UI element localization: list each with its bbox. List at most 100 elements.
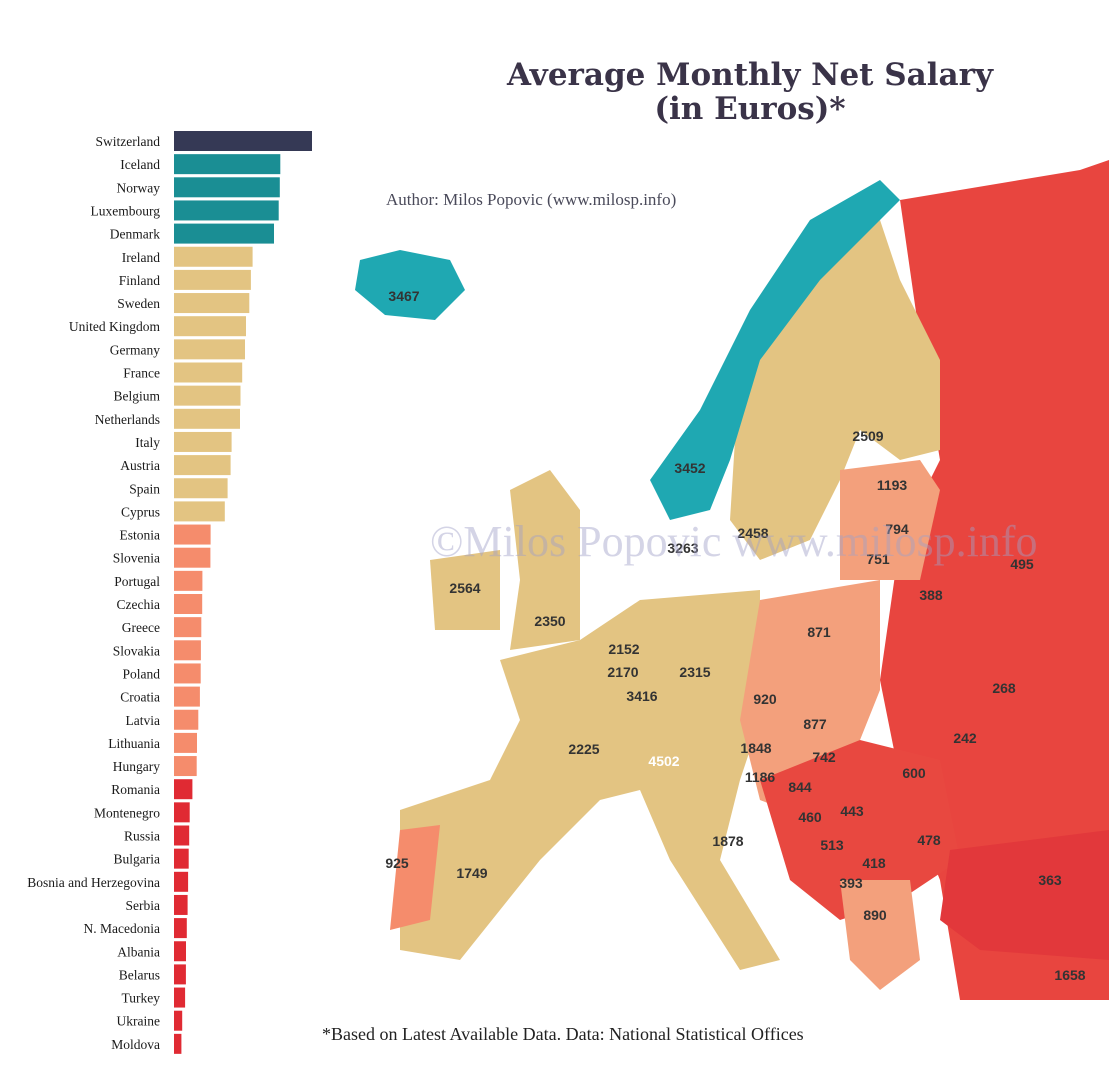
map-label-hungary: 742 [812, 749, 836, 765]
bar-sweden [174, 293, 250, 314]
bar-label: Austria [120, 458, 160, 473]
map-label-austria: 1848 [740, 740, 771, 756]
bar-label: Spain [129, 481, 160, 496]
bar-united-kingdom [174, 316, 246, 337]
bar-luxembourg [174, 200, 279, 221]
map-label-russia: 495 [1010, 556, 1034, 572]
bar-moldova [174, 1033, 182, 1054]
bar-label: Belarus [119, 967, 160, 982]
map-label-sweden: 2458 [737, 525, 768, 541]
map-label-belarus: 388 [919, 587, 943, 603]
bar-belgium [174, 385, 241, 406]
map-label-finland: 2509 [852, 428, 883, 444]
map-label-bulgaria: 478 [917, 832, 941, 848]
bar-ukraine [174, 1010, 183, 1031]
bar-label: Poland [122, 666, 160, 681]
bar-turkey [174, 987, 186, 1008]
map-label-romania: 600 [902, 765, 926, 781]
bar-spain [174, 478, 228, 499]
region-norway [650, 180, 900, 520]
map-label-greece: 890 [863, 907, 887, 923]
bar-portugal [174, 570, 203, 591]
bar-denmark [174, 223, 274, 244]
bar-label: Portugal [114, 574, 160, 589]
bar-label: Belgium [114, 389, 161, 404]
bar-label: Estonia [120, 528, 161, 543]
bar-chart: Switzerland Iceland Norway Luxembourg Denmar… [27, 131, 312, 1054]
region-uk [510, 470, 580, 650]
map-label-denmark: 3263 [667, 540, 698, 556]
map-label-ireland: 2564 [449, 580, 480, 596]
map-label-estonia: 1193 [877, 477, 908, 493]
bar-france [174, 362, 243, 383]
bar-germany [174, 339, 245, 360]
bar-label: Lithuania [108, 736, 160, 751]
bar-greece [174, 617, 202, 638]
bar-label: Sweden [117, 296, 160, 311]
bar-label: Iceland [120, 157, 160, 172]
map-label-lithuania: 751 [866, 551, 890, 567]
map-value-labels: 3467 3452 2509 2458 3263 1193 794 751 495 388 2564… [385, 288, 1085, 983]
map-label-france: 2225 [568, 741, 599, 757]
map-label-ukraine: 268 [992, 680, 1016, 696]
map-label-germany: 2315 [679, 664, 710, 680]
bar-czechia [174, 594, 203, 614]
region-baltics [840, 460, 940, 580]
region-portugal [390, 825, 440, 930]
bar-label: Serbia [126, 898, 161, 913]
bar-label: Montenegro [94, 805, 160, 820]
bar-lithuania [174, 732, 197, 753]
bar-label: Czechia [117, 597, 160, 612]
bar-n-macedonia [174, 918, 187, 939]
bar-estonia [174, 524, 211, 545]
map-label-serbia: 443 [840, 803, 864, 819]
map-label-united-kingdom: 2350 [534, 613, 565, 629]
bar-label: France [123, 366, 160, 381]
bar-label: Denmark [110, 227, 160, 242]
bar-label: Slovenia [113, 551, 160, 566]
bar-label: Greece [122, 620, 160, 635]
bar-label: N. Macedonia [84, 921, 160, 936]
bar-label: Germany [110, 342, 160, 357]
map-label-latvia: 794 [885, 521, 909, 537]
map-label-portugal: 925 [385, 855, 409, 871]
bar-label: Croatia [120, 690, 160, 705]
bar-label: Latvia [126, 713, 160, 728]
bar-label: United Kingdom [69, 319, 161, 334]
chart-title: Average Monthly Net Salary (in Euros)* [460, 58, 1040, 126]
bar-label: Turkey [121, 991, 160, 1006]
bar-montenegro [174, 802, 190, 823]
bar-label: Romania [111, 782, 160, 797]
bar-belarus [174, 964, 186, 985]
bar-netherlands [174, 408, 240, 429]
map-label-montenegro: 513 [820, 837, 844, 853]
bar-label: Finland [119, 273, 161, 288]
bar-slovenia [174, 547, 211, 568]
bar-romania [174, 779, 193, 800]
bar-label: Switzerland [96, 134, 161, 149]
bar-latvia [174, 709, 199, 730]
footnote: *Based on Latest Available Data. Data: N… [322, 1024, 804, 1044]
region-scandinavia-sand [730, 220, 940, 560]
author-credit: Author: Milos Popovic (www.milosp.info) [386, 190, 677, 209]
bar-switzerland [174, 131, 312, 151]
bar-bulgaria [174, 848, 189, 869]
bar-label: Russia [124, 829, 160, 844]
bar-norway [174, 177, 280, 198]
map-label-czechia: 920 [753, 691, 777, 707]
bar-ireland [174, 246, 253, 267]
bar-poland [174, 663, 201, 684]
map-label-cyprus: 1658 [1054, 967, 1085, 983]
region-turkey [940, 830, 1109, 960]
map-label-spain: 1749 [456, 865, 487, 881]
map-label-belgium: 2170 [607, 664, 638, 680]
europe-map: 3467 3452 2509 2458 3263 1193 794 751 495 388 2564… [355, 160, 1109, 1000]
bar-label: Netherlands [95, 412, 160, 427]
map-label-bosnia-and-herzegovina: 460 [798, 809, 822, 825]
bar-label: Italy [135, 435, 160, 450]
bar-label: Cyprus [121, 504, 160, 519]
region-ireland [430, 550, 500, 630]
chart-title-line2: (in Euros)* [654, 91, 846, 127]
bar-italy [174, 431, 232, 452]
bar-finland [174, 269, 251, 290]
